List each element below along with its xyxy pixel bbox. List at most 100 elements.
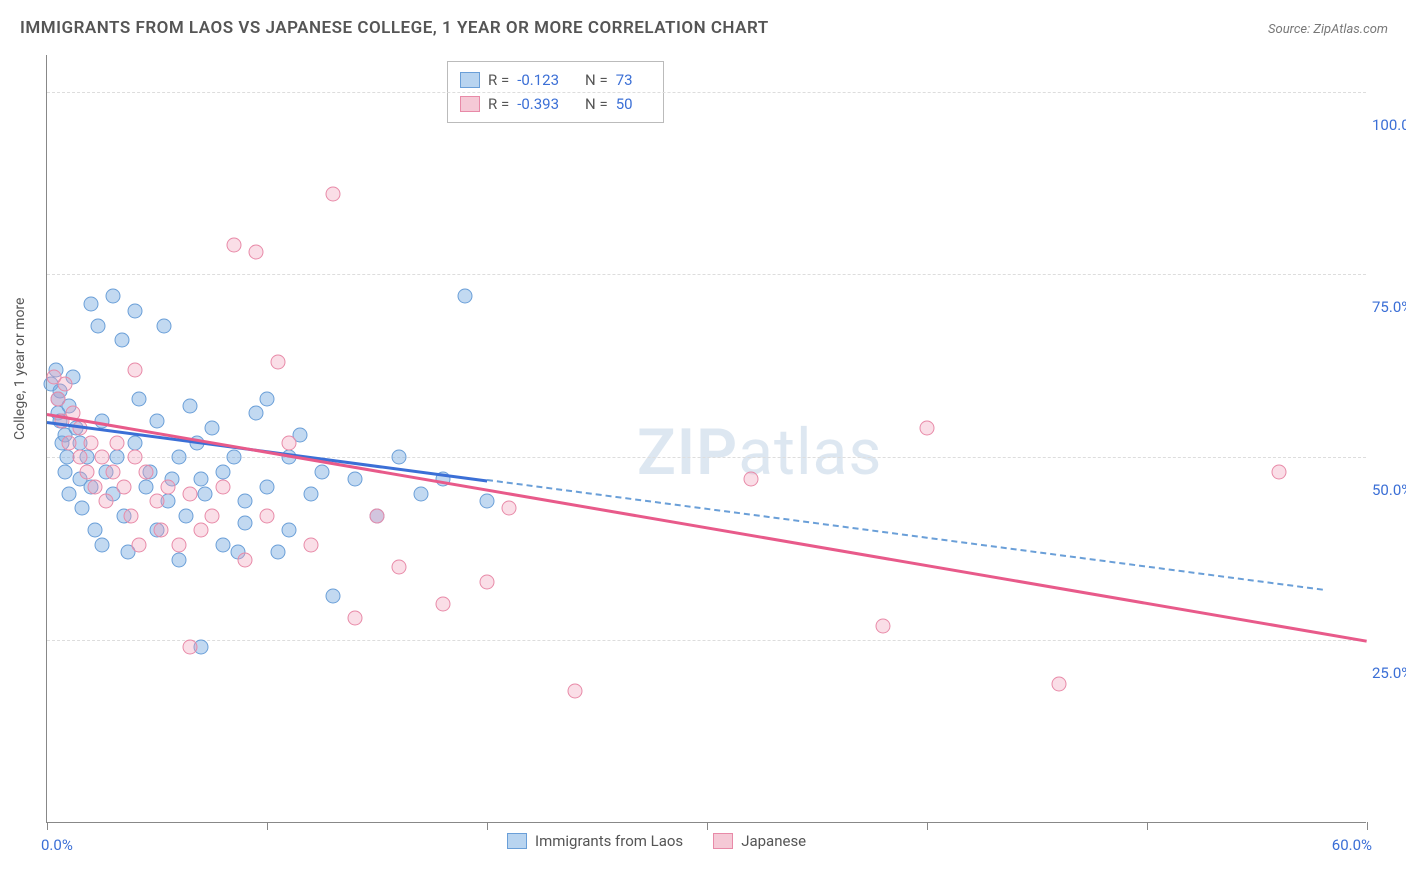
watermark: ZIPatlas xyxy=(637,415,882,490)
r-value-laos: -0.123 xyxy=(517,71,559,89)
data-point xyxy=(227,238,242,253)
data-point xyxy=(920,421,935,436)
stats-row-laos: R = -0.123 N = 73 xyxy=(460,68,651,92)
data-point xyxy=(282,435,297,450)
data-point xyxy=(271,355,286,370)
data-point xyxy=(348,472,363,487)
data-point xyxy=(161,479,176,494)
data-point xyxy=(139,464,154,479)
r-label: R = xyxy=(488,95,509,113)
data-point xyxy=(249,406,264,421)
data-point xyxy=(110,435,125,450)
data-point xyxy=(436,596,451,611)
data-point xyxy=(238,516,253,531)
data-point xyxy=(183,486,198,501)
gridline-h xyxy=(47,92,1366,93)
x-label-max: 60.0% xyxy=(1332,836,1372,854)
data-point xyxy=(458,289,473,304)
data-point xyxy=(480,574,495,589)
data-point xyxy=(84,296,99,311)
data-point xyxy=(150,413,165,428)
data-point xyxy=(99,494,114,509)
data-point xyxy=(57,464,72,479)
data-point xyxy=(392,560,407,575)
legend-label-laos: Immigrants from Laos xyxy=(535,832,683,850)
data-point xyxy=(194,472,209,487)
data-point xyxy=(326,186,341,201)
n-label: N = xyxy=(585,95,608,113)
n-label: N = xyxy=(585,71,608,89)
data-point xyxy=(227,450,242,465)
data-point xyxy=(106,289,121,304)
swatch-japanese xyxy=(460,96,480,112)
data-point xyxy=(260,508,275,523)
data-point xyxy=(348,611,363,626)
data-point xyxy=(51,391,66,406)
data-point xyxy=(216,479,231,494)
data-point xyxy=(315,464,330,479)
data-point xyxy=(249,245,264,260)
x-tick xyxy=(707,822,708,830)
x-tick xyxy=(267,822,268,830)
y-tick-label: 25.0% xyxy=(1372,664,1406,682)
gridline-h xyxy=(47,274,1366,275)
data-point xyxy=(304,486,319,501)
gridline-h xyxy=(47,457,1366,458)
data-point xyxy=(84,435,99,450)
chart-title: IMMIGRANTS FROM LAOS VS JAPANESE COLLEGE… xyxy=(20,18,769,38)
data-point xyxy=(128,450,143,465)
source-attribution: Source: ZipAtlas.com xyxy=(1268,22,1388,37)
r-value-japanese: -0.393 xyxy=(517,95,559,113)
y-tick-label: 50.0% xyxy=(1372,481,1406,499)
data-point xyxy=(238,494,253,509)
data-point xyxy=(128,435,143,450)
data-point xyxy=(95,538,110,553)
data-point xyxy=(744,472,759,487)
data-point xyxy=(123,508,138,523)
legend-label-japanese: Japanese xyxy=(741,832,806,850)
data-point xyxy=(1052,677,1067,692)
data-point xyxy=(95,450,110,465)
data-point xyxy=(178,508,193,523)
correlation-chart: IMMIGRANTS FROM LAOS VS JAPANESE COLLEGE… xyxy=(0,0,1406,892)
legend-swatch-japanese xyxy=(713,833,733,849)
swatch-laos xyxy=(460,72,480,88)
data-point xyxy=(132,391,147,406)
data-point xyxy=(156,318,171,333)
data-point xyxy=(128,362,143,377)
x-label-min: 0.0% xyxy=(41,836,73,854)
series-legend: Immigrants from Laos Japanese xyxy=(507,832,806,850)
data-point xyxy=(150,494,165,509)
data-point xyxy=(1272,464,1287,479)
r-label: R = xyxy=(488,71,509,89)
x-tick xyxy=(487,822,488,830)
data-point xyxy=(392,450,407,465)
data-point xyxy=(194,523,209,538)
legend-item-japanese: Japanese xyxy=(713,832,806,850)
data-point xyxy=(205,421,220,436)
data-point xyxy=(502,501,517,516)
data-point xyxy=(172,552,187,567)
x-tick xyxy=(1367,822,1368,830)
data-point xyxy=(271,545,286,560)
data-point xyxy=(62,486,77,501)
data-point xyxy=(568,684,583,699)
data-point xyxy=(88,523,103,538)
data-point xyxy=(282,523,297,538)
data-point xyxy=(876,618,891,633)
data-point xyxy=(154,523,169,538)
y-axis-label: College, 1 year or more xyxy=(12,298,28,440)
gridline-h xyxy=(47,640,1366,641)
data-point xyxy=(304,538,319,553)
data-point xyxy=(183,640,198,655)
data-point xyxy=(172,450,187,465)
data-point xyxy=(205,508,220,523)
data-point xyxy=(414,486,429,501)
data-point xyxy=(216,464,231,479)
data-point xyxy=(132,538,147,553)
data-point xyxy=(183,399,198,414)
watermark-zip: ZIP xyxy=(637,415,738,490)
data-point xyxy=(238,552,253,567)
legend-swatch-laos xyxy=(507,833,527,849)
data-point xyxy=(260,479,275,494)
